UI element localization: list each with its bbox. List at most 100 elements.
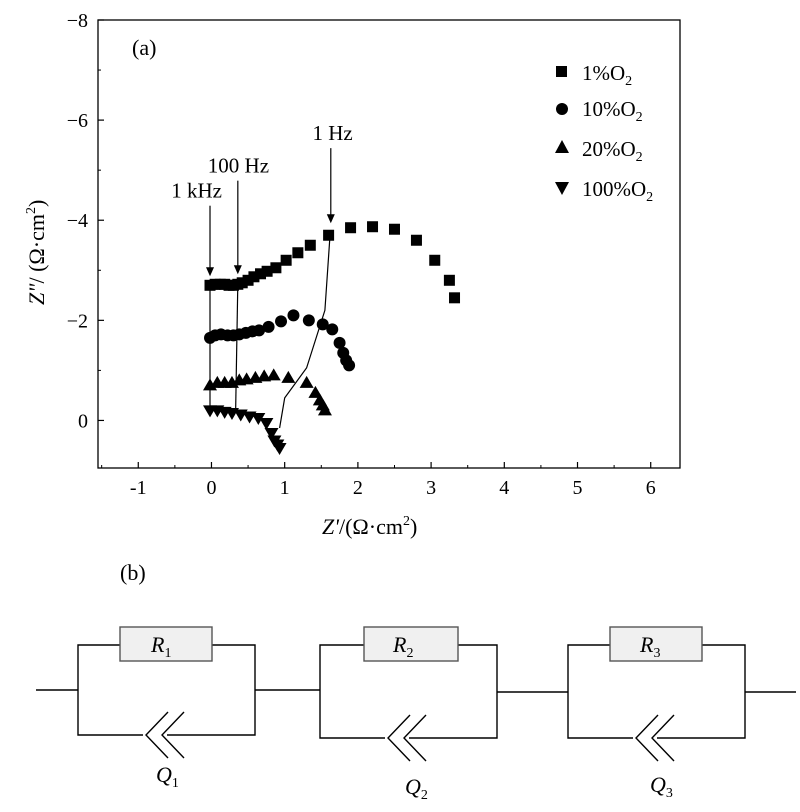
data-point-square [443, 274, 455, 286]
resistor-r3 [609, 626, 703, 662]
y-tick-label: −6 [67, 110, 88, 132]
rq-element-1: R1 Q1 [77, 626, 256, 791]
data-point-triangle-down [251, 412, 266, 425]
data-point-circle [275, 315, 288, 328]
data-points [203, 221, 461, 455]
legend-marker-circle [556, 103, 568, 115]
cpe-q3-label: Q3 [650, 772, 673, 801]
data-point-circle [287, 309, 300, 322]
y-axis-ticks: 0 −2 −4 −6 −8 [67, 10, 104, 432]
legend-item-4: 100%O2 [555, 177, 653, 205]
legend-label-4: 100%O2 [582, 177, 653, 205]
x-tick-label: 3 [426, 477, 436, 499]
guide-line-2 [235, 284, 239, 413]
annotation-arrowhead [326, 214, 335, 224]
data-point-square [292, 247, 304, 259]
data-point-square [270, 262, 282, 274]
annotation-arrowhead [206, 267, 215, 277]
legend-label-2: 10%O2 [582, 97, 643, 125]
resistor-r2-label: R2 [392, 632, 413, 661]
x-tick-label: 0 [206, 477, 216, 499]
data-point-square [255, 268, 267, 280]
x-axis-label: Z'/(Ω·cm2) [322, 514, 417, 539]
x-tick-label: 4 [499, 477, 509, 499]
resistor-r1 [119, 626, 213, 662]
data-point-triangle-down [264, 427, 279, 440]
resistor-r1-label: R1 [150, 632, 171, 661]
x-tick-label: -1 [130, 477, 147, 499]
cpe-q1-label: Q1 [156, 762, 179, 791]
x-tick-label: 2 [353, 477, 363, 499]
legend-item-2: 10%O2 [556, 97, 643, 125]
data-point-square [304, 239, 316, 251]
data-point-circle [302, 314, 315, 327]
resistor-r2 [363, 626, 459, 662]
data-point-square [280, 254, 292, 266]
data-point-circle [262, 320, 275, 333]
legend-item-1: 1%O2 [556, 61, 632, 89]
data-point-square [429, 254, 441, 266]
panel-b-label: (b) [120, 560, 146, 585]
legend-item-3: 20%O2 [555, 137, 643, 165]
legend-marker-triangle-up [555, 140, 569, 153]
data-point-square [248, 271, 260, 283]
data-point-circle [326, 323, 339, 336]
legend-marker-triangle-down [555, 182, 569, 195]
data-point-circle [253, 324, 266, 337]
cpe-q2-label: Q2 [405, 774, 428, 803]
x-tick-label: 6 [646, 477, 656, 499]
data-point-circle [343, 359, 356, 372]
data-point-circle [316, 318, 329, 331]
data-point-triangle-up [308, 385, 323, 398]
series-triangle-down [203, 405, 287, 455]
data-point-square [242, 274, 254, 286]
y-tick-label: 0 [78, 410, 88, 432]
data-point-square [345, 222, 357, 234]
data-point-square [261, 265, 273, 277]
data-point-triangle-up [299, 375, 314, 388]
data-point-triangle-down [272, 442, 287, 455]
series-triangle-up [203, 368, 332, 416]
y-tick-label: −4 [67, 210, 88, 232]
x-tick-label: 1 [280, 477, 290, 499]
data-point-square [236, 277, 248, 289]
series-square [204, 221, 461, 304]
data-point-triangle-up [317, 403, 332, 416]
cpe-q3-symbol [635, 714, 675, 762]
x-axis-ticks: -1 0 1 2 3 4 5 6 [101, 462, 656, 499]
annotation-label: 1 kHz [171, 179, 222, 203]
series-circle [204, 309, 356, 372]
rq-element-2: R2 Q2 [319, 626, 498, 803]
legend-label-1: 1%O2 [582, 61, 632, 89]
data-point-triangle-down [259, 417, 274, 430]
resistor-r3-label: R3 [639, 632, 660, 661]
legend-label-3: 20%O2 [582, 137, 643, 165]
equivalent-circuit: (b) R1 Q1 R2 Q2 R3 [36, 560, 796, 803]
legend: 1%O2 10%O2 20%O2 100%O2 [555, 61, 653, 205]
cpe-q2-symbol [387, 714, 427, 762]
data-point-square [367, 221, 379, 233]
panel-a-label: (a) [132, 35, 156, 60]
data-point-circle [333, 336, 346, 349]
data-point-square [410, 234, 422, 246]
annotation-arrowhead [233, 265, 242, 275]
y-tick-label: −8 [67, 10, 88, 32]
data-point-square [323, 229, 335, 241]
cpe-q1-symbol [145, 711, 185, 759]
data-point-triangle-up [257, 369, 272, 382]
plot-frame [97, 19, 681, 469]
legend-marker-square [556, 66, 567, 77]
y-tick-label: −2 [67, 310, 88, 332]
data-point-square [449, 292, 461, 304]
guide-line-3 [279, 234, 331, 429]
annotation-label: 1 Hz [312, 121, 352, 145]
data-point-triangle-up [281, 370, 296, 383]
data-point-square [388, 223, 400, 235]
y-axis-label: Z"/ (Ω·cm2) [24, 200, 49, 305]
annotation-label: 100 Hz [208, 154, 269, 178]
rq-element-3: R3 Q3 [567, 626, 746, 801]
x-tick-label: 5 [573, 477, 583, 499]
